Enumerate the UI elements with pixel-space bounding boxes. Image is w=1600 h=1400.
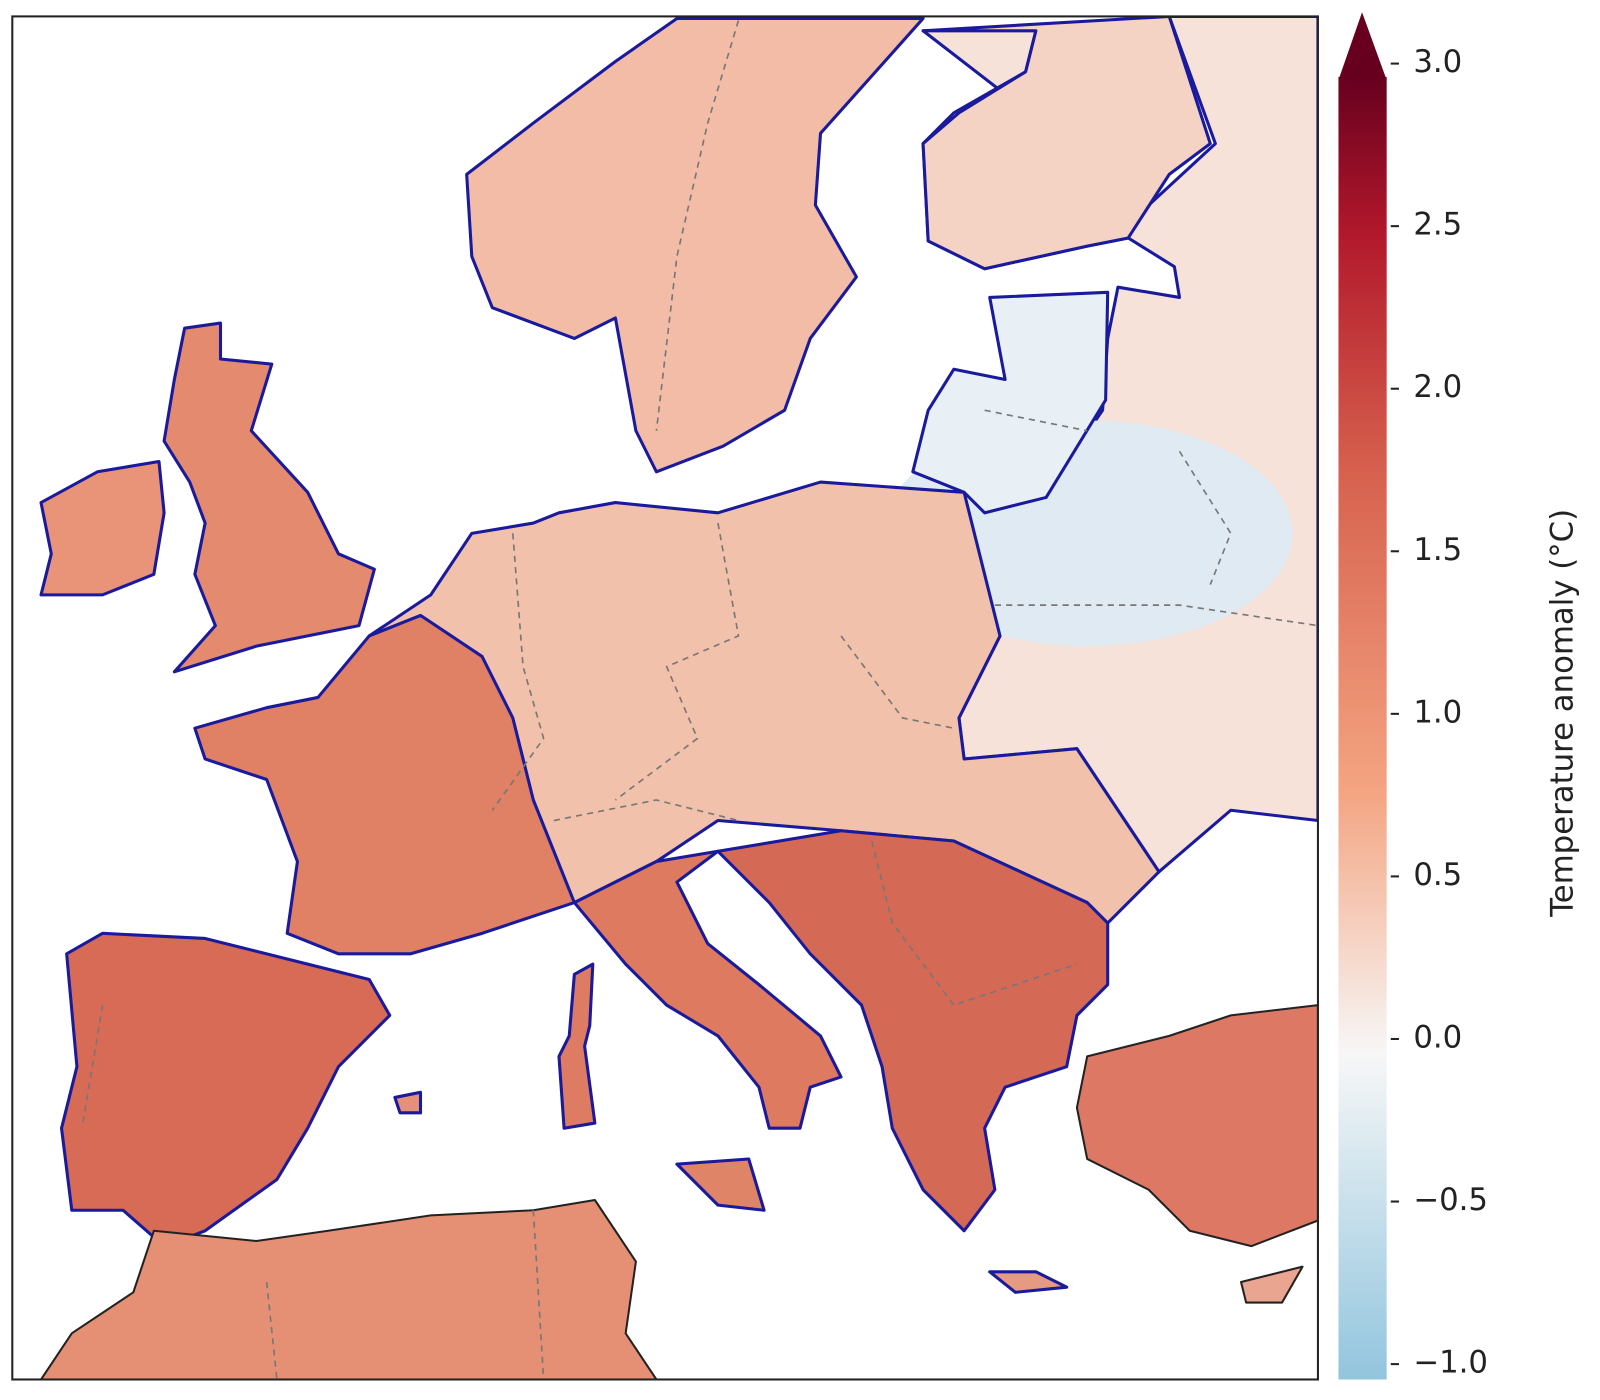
colorbar-tick-label: 2.5 — [1413, 207, 1462, 243]
colorbar-tick-label: 0.5 — [1413, 857, 1462, 893]
map-frame — [11, 15, 1319, 1381]
iberia — [59, 931, 392, 1248]
colorbar-tick-label: 1.0 — [1413, 694, 1462, 730]
colorbar-tick-label: 0.0 — [1413, 1019, 1462, 1055]
colorbar-tick-label: 3.0 — [1413, 44, 1462, 80]
great-britain — [162, 321, 376, 674]
turkey — [1075, 1004, 1318, 1248]
sardinia-corsica — [557, 962, 597, 1130]
france — [193, 613, 576, 956]
sicily — [675, 1157, 766, 1212]
finland — [921, 16, 1212, 271]
ireland — [39, 459, 166, 597]
colorbar-tick-label: −0.5 — [1413, 1182, 1488, 1218]
crete — [988, 1270, 1069, 1294]
colorbar-gradient — [1338, 76, 1387, 1380]
north-africa — [40, 1198, 658, 1380]
map — [12, 16, 1318, 1380]
balearics — [393, 1090, 423, 1115]
italy — [572, 849, 843, 1130]
colorbar-extend-arrow — [1338, 12, 1387, 80]
country-border — [81, 20, 1318, 1380]
colorbar-tick-label: 2.0 — [1413, 369, 1462, 405]
balkans — [716, 829, 1110, 1233]
colorbar: Temperature anomaly (°C) −1.0 −0.5 0.0 0.5 1… — [1338, 12, 1581, 1381]
colorbar-tick-label: 1.5 — [1413, 532, 1462, 568]
cyprus — [1239, 1265, 1304, 1304]
colorbar-label: Temperature anomaly (°C) — [1545, 509, 1581, 918]
colorbar-tick-label: −1.0 — [1413, 1345, 1488, 1381]
scandinavia — [465, 16, 925, 474]
